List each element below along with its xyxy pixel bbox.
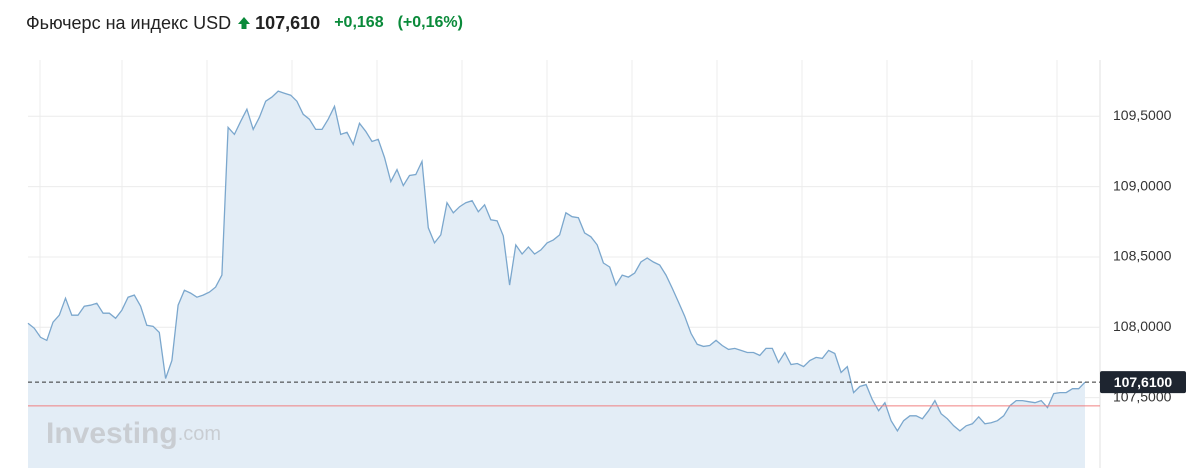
title: Фьючерс на индекс USD — [26, 12, 232, 33]
line — [27, 90, 1086, 433]
current-label: 107,6100 — [1114, 374, 1173, 390]
change-percent: (+0,16%) — [397, 14, 463, 31]
price: 107,610 — [255, 12, 321, 33]
watermark-brand: Investing — [46, 417, 178, 450]
up-arrow — [238, 17, 251, 29]
y-tick-label: 108,5000 — [1113, 248, 1172, 264]
y-tick-label: 109,0000 — [1113, 177, 1172, 193]
y-tick-label: 109,5000 — [1113, 107, 1172, 123]
y-tick-label: 108,0000 — [1113, 318, 1172, 334]
area — [28, 91, 1085, 468]
current-badge — [1100, 371, 1186, 394]
watermark-domain: .com — [178, 423, 221, 445]
change: +0,168 — [334, 14, 384, 31]
watermark: Investing.com — [46, 417, 221, 450]
header: Фьючерс на индекс USD 107,610 +0,168 (+0… — [26, 10, 463, 36]
